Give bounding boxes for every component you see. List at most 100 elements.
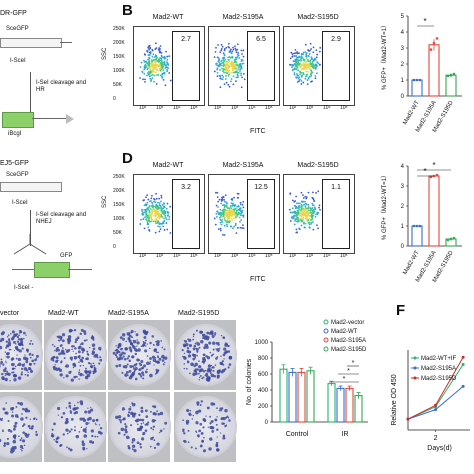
- facs-plot: 2.9: [283, 26, 355, 106]
- facs-dot: [311, 221, 314, 224]
- isce2-label: I-SceI: [12, 200, 28, 206]
- facs-dot: [228, 64, 230, 67]
- panel-d-label: D: [122, 150, 133, 167]
- colony: [130, 331, 133, 334]
- facs-dot: [307, 55, 310, 57]
- facs-dot: [217, 206, 219, 208]
- facs-dot: [162, 65, 165, 68]
- colony: [85, 422, 89, 426]
- facs-dot: [294, 218, 296, 220]
- facs-dot: [316, 213, 319, 215]
- facs-dot: [298, 80, 300, 82]
- colony: [0, 339, 3, 343]
- facs-dot: [301, 74, 304, 77]
- colony: [0, 345, 3, 350]
- bar: [288, 371, 297, 423]
- facs-dot: [297, 220, 300, 223]
- colony: [160, 340, 162, 342]
- y-tick-label: 2: [401, 204, 405, 210]
- gate-percentage: 1.1: [331, 184, 341, 191]
- colony: [183, 344, 186, 348]
- colony: [96, 435, 99, 438]
- colony: [189, 409, 192, 412]
- facs-y-tick: 150K: [113, 202, 125, 208]
- colony: [183, 352, 186, 355]
- facs-dot: [230, 202, 233, 205]
- colony: [212, 353, 214, 356]
- colony: [93, 366, 96, 369]
- colony: [32, 425, 34, 427]
- facs-dot: [314, 75, 317, 77]
- facs-dot: [169, 205, 172, 208]
- facs-dot: [316, 224, 318, 227]
- colony: [7, 345, 10, 348]
- facs-dot: [219, 51, 222, 54]
- facs-dot: [296, 214, 298, 217]
- colony: [22, 439, 26, 443]
- colony: [131, 438, 136, 442]
- colony: [211, 430, 215, 433]
- facs-dot: [236, 205, 239, 208]
- data-point: [412, 78, 416, 82]
- colony: [202, 370, 206, 373]
- facs-dot: [150, 61, 153, 64]
- facs-dot: [312, 228, 315, 231]
- colony: [124, 347, 128, 351]
- y-tick-label: 1000: [255, 340, 269, 346]
- x-axis-label: Days(d): [427, 445, 452, 452]
- facs-dot: [302, 194, 304, 196]
- colony: [222, 436, 226, 440]
- colony: [209, 437, 213, 441]
- colony: [91, 334, 93, 337]
- facs-dot: [318, 204, 321, 207]
- colony: [200, 400, 203, 403]
- facs-dot: [224, 78, 227, 80]
- colony: [93, 367, 97, 371]
- colony: [21, 447, 23, 449]
- colony: [76, 406, 79, 410]
- facs-dot: [143, 199, 146, 201]
- facs-dot: [297, 77, 300, 80]
- facs-dot: [293, 72, 296, 74]
- colony: [71, 348, 73, 351]
- facs-dot: [163, 202, 165, 205]
- facs-dot: [213, 56, 216, 59]
- facs-dot: [223, 224, 226, 227]
- facs-dot: [226, 207, 229, 209]
- facs-dot: [291, 53, 294, 55]
- colony: [147, 421, 150, 424]
- colony: [193, 344, 197, 348]
- facs-dot: [303, 226, 306, 229]
- bar: [411, 225, 423, 247]
- facs-dot: [290, 51, 293, 54]
- colony-dish: [109, 324, 171, 386]
- facs-dot: [314, 67, 317, 70]
- facs-dot: [147, 208, 150, 211]
- facs-dot: [307, 66, 310, 69]
- facs-dot: [148, 75, 151, 78]
- facs-dot: [313, 199, 316, 202]
- facs-dot: [163, 229, 166, 231]
- facs-dot: [235, 56, 237, 59]
- facs-dot: [310, 207, 313, 210]
- facs-dot: [157, 213, 160, 216]
- colony: [144, 349, 148, 353]
- colony-spots: [115, 402, 168, 453]
- colony: [134, 352, 138, 356]
- facs-plot: 6.5: [208, 26, 280, 106]
- colony: [126, 357, 129, 360]
- facs-dot: [300, 57, 303, 60]
- colony: [13, 448, 16, 450]
- colony: [6, 437, 9, 440]
- facs-dot: [293, 67, 296, 69]
- facs-dot: [216, 68, 219, 71]
- facs-dot: [235, 232, 238, 235]
- colony: [72, 407, 76, 411]
- facs-dot: [143, 208, 146, 211]
- colony: [206, 335, 210, 339]
- series-point: [406, 417, 410, 421]
- facs-dot: [166, 211, 169, 214]
- facs-dot: [149, 52, 152, 55]
- facs-dot: [241, 62, 244, 65]
- colony: [0, 364, 1, 368]
